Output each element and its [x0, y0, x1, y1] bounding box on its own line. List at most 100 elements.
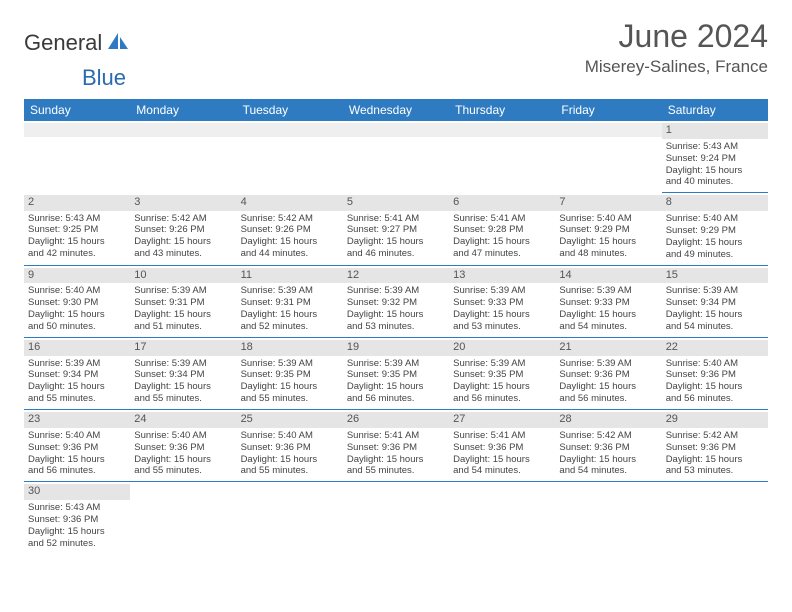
daylight-text: and 54 minutes.	[559, 321, 657, 333]
sunrise-text: Sunrise: 5:39 AM	[559, 285, 657, 297]
calendar-row: 16Sunrise: 5:39 AMSunset: 9:34 PMDayligh…	[24, 337, 768, 409]
calendar-row: 23Sunrise: 5:40 AMSunset: 9:36 PMDayligh…	[24, 410, 768, 482]
weekday-header: Monday	[130, 99, 236, 121]
day-number: 24	[130, 412, 236, 428]
daylight-text: and 46 minutes.	[347, 248, 445, 260]
sunset-text: Sunset: 9:36 PM	[453, 442, 551, 454]
calendar-cell: 1Sunrise: 5:43 AMSunset: 9:24 PMDaylight…	[662, 121, 768, 193]
sunset-text: Sunset: 9:34 PM	[28, 369, 126, 381]
day-number: 10	[130, 268, 236, 284]
weekday-header: Thursday	[449, 99, 555, 121]
empty-day	[24, 123, 130, 137]
daylight-text: and 56 minutes.	[28, 465, 126, 477]
day-number: 1	[662, 123, 768, 139]
calendar-cell: 7Sunrise: 5:40 AMSunset: 9:29 PMDaylight…	[555, 193, 661, 265]
daylight-text: and 56 minutes.	[559, 393, 657, 405]
sunset-text: Sunset: 9:36 PM	[28, 514, 126, 526]
calendar-cell: 6Sunrise: 5:41 AMSunset: 9:28 PMDaylight…	[449, 193, 555, 265]
daylight-text: Daylight: 15 hours	[347, 236, 445, 248]
day-number: 3	[130, 195, 236, 211]
day-number: 19	[343, 340, 449, 356]
daylight-text: and 53 minutes.	[453, 321, 551, 333]
calendar-cell	[343, 482, 449, 554]
calendar-cell: 23Sunrise: 5:40 AMSunset: 9:36 PMDayligh…	[24, 410, 130, 482]
sunrise-text: Sunrise: 5:42 AM	[241, 213, 339, 225]
sunrise-text: Sunrise: 5:41 AM	[453, 430, 551, 442]
sunset-text: Sunset: 9:34 PM	[134, 369, 232, 381]
sunrise-text: Sunrise: 5:41 AM	[347, 213, 445, 225]
daylight-text: and 44 minutes.	[241, 248, 339, 260]
sunrise-text: Sunrise: 5:40 AM	[241, 430, 339, 442]
daylight-text: Daylight: 15 hours	[134, 236, 232, 248]
weekday-header: Friday	[555, 99, 661, 121]
daylight-text: Daylight: 15 hours	[28, 526, 126, 538]
calendar-cell: 19Sunrise: 5:39 AMSunset: 9:35 PMDayligh…	[343, 337, 449, 409]
daylight-text: Daylight: 15 hours	[666, 454, 764, 466]
sunset-text: Sunset: 9:35 PM	[453, 369, 551, 381]
weekday-header-row: Sunday Monday Tuesday Wednesday Thursday…	[24, 99, 768, 121]
calendar-cell	[343, 121, 449, 193]
daylight-text: Daylight: 15 hours	[559, 309, 657, 321]
calendar-cell	[237, 482, 343, 554]
calendar-cell	[449, 482, 555, 554]
location: Miserey-Salines, France	[585, 57, 768, 77]
calendar-cell: 13Sunrise: 5:39 AMSunset: 9:33 PMDayligh…	[449, 265, 555, 337]
calendar-cell: 4Sunrise: 5:42 AMSunset: 9:26 PMDaylight…	[237, 193, 343, 265]
sunrise-text: Sunrise: 5:40 AM	[28, 430, 126, 442]
sunrise-text: Sunrise: 5:43 AM	[28, 213, 126, 225]
daylight-text: and 55 minutes.	[241, 393, 339, 405]
title-block: June 2024 Miserey-Salines, France	[585, 18, 768, 77]
sunset-text: Sunset: 9:33 PM	[559, 297, 657, 309]
sunset-text: Sunset: 9:27 PM	[347, 224, 445, 236]
daylight-text: and 56 minutes.	[347, 393, 445, 405]
day-number: 26	[343, 412, 449, 428]
sunset-text: Sunset: 9:36 PM	[666, 442, 764, 454]
daylight-text: and 40 minutes.	[666, 176, 764, 188]
empty-day	[555, 123, 661, 137]
sunrise-text: Sunrise: 5:41 AM	[347, 430, 445, 442]
daylight-text: and 53 minutes.	[666, 465, 764, 477]
day-number: 11	[237, 268, 343, 284]
sunrise-text: Sunrise: 5:43 AM	[28, 502, 126, 514]
day-number: 5	[343, 195, 449, 211]
calendar-cell	[130, 121, 236, 193]
calendar-cell: 10Sunrise: 5:39 AMSunset: 9:31 PMDayligh…	[130, 265, 236, 337]
calendar-cell: 21Sunrise: 5:39 AMSunset: 9:36 PMDayligh…	[555, 337, 661, 409]
sunrise-text: Sunrise: 5:40 AM	[134, 430, 232, 442]
day-number: 6	[449, 195, 555, 211]
calendar-cell: 15Sunrise: 5:39 AMSunset: 9:34 PMDayligh…	[662, 265, 768, 337]
sunset-text: Sunset: 9:33 PM	[453, 297, 551, 309]
calendar-cell: 24Sunrise: 5:40 AMSunset: 9:36 PMDayligh…	[130, 410, 236, 482]
empty-day	[449, 123, 555, 137]
daylight-text: Daylight: 15 hours	[453, 309, 551, 321]
daylight-text: Daylight: 15 hours	[241, 236, 339, 248]
weekday-header: Sunday	[24, 99, 130, 121]
day-number: 15	[662, 268, 768, 284]
month-title: June 2024	[585, 18, 768, 55]
sunrise-text: Sunrise: 5:40 AM	[28, 285, 126, 297]
calendar: Sunday Monday Tuesday Wednesday Thursday…	[24, 99, 768, 554]
calendar-cell: 25Sunrise: 5:40 AMSunset: 9:36 PMDayligh…	[237, 410, 343, 482]
daylight-text: Daylight: 15 hours	[453, 454, 551, 466]
sunset-text: Sunset: 9:35 PM	[241, 369, 339, 381]
sunrise-text: Sunrise: 5:40 AM	[666, 358, 764, 370]
calendar-cell: 2Sunrise: 5:43 AMSunset: 9:25 PMDaylight…	[24, 193, 130, 265]
sunrise-text: Sunrise: 5:42 AM	[666, 430, 764, 442]
daylight-text: Daylight: 15 hours	[347, 454, 445, 466]
calendar-cell: 22Sunrise: 5:40 AMSunset: 9:36 PMDayligh…	[662, 337, 768, 409]
sunrise-text: Sunrise: 5:39 AM	[559, 358, 657, 370]
calendar-cell	[130, 482, 236, 554]
day-number: 18	[237, 340, 343, 356]
sunset-text: Sunset: 9:32 PM	[347, 297, 445, 309]
sunset-text: Sunset: 9:26 PM	[134, 224, 232, 236]
day-number: 29	[662, 412, 768, 428]
daylight-text: and 42 minutes.	[28, 248, 126, 260]
sunset-text: Sunset: 9:35 PM	[347, 369, 445, 381]
sunrise-text: Sunrise: 5:40 AM	[666, 213, 764, 225]
day-number: 22	[662, 340, 768, 356]
daylight-text: and 50 minutes.	[28, 321, 126, 333]
calendar-cell: 20Sunrise: 5:39 AMSunset: 9:35 PMDayligh…	[449, 337, 555, 409]
sunset-text: Sunset: 9:36 PM	[28, 442, 126, 454]
day-number: 17	[130, 340, 236, 356]
calendar-cell: 8Sunrise: 5:40 AMSunset: 9:29 PMDaylight…	[662, 193, 768, 265]
